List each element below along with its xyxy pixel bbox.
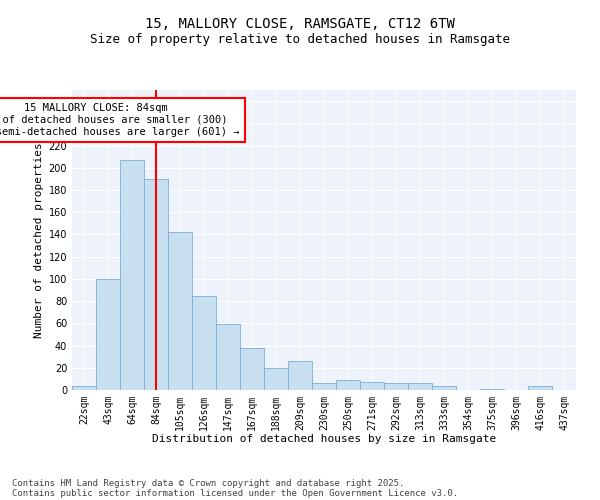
Text: Contains HM Land Registry data © Crown copyright and database right 2025.: Contains HM Land Registry data © Crown c… xyxy=(12,478,404,488)
Bar xyxy=(336,380,360,390)
Text: 15, MALLORY CLOSE, RAMSGATE, CT12 6TW: 15, MALLORY CLOSE, RAMSGATE, CT12 6TW xyxy=(145,18,455,32)
Bar xyxy=(240,348,264,390)
Text: Size of property relative to detached houses in Ramsgate: Size of property relative to detached ho… xyxy=(90,32,510,46)
Bar xyxy=(480,389,504,390)
Bar xyxy=(192,296,216,390)
Bar xyxy=(96,279,120,390)
Text: Contains public sector information licensed under the Open Government Licence v3: Contains public sector information licen… xyxy=(12,488,458,498)
Bar xyxy=(288,361,312,390)
Y-axis label: Number of detached properties: Number of detached properties xyxy=(34,142,44,338)
Bar xyxy=(120,160,144,390)
Bar xyxy=(384,384,408,390)
Bar xyxy=(408,384,432,390)
X-axis label: Distribution of detached houses by size in Ramsgate: Distribution of detached houses by size … xyxy=(152,434,496,444)
Bar xyxy=(360,382,384,390)
Text: 15 MALLORY CLOSE: 84sqm
← 33% of detached houses are smaller (300)
66% of semi-d: 15 MALLORY CLOSE: 84sqm ← 33% of detache… xyxy=(0,104,240,136)
Bar xyxy=(432,386,456,390)
Bar xyxy=(144,179,168,390)
Bar xyxy=(72,386,96,390)
Bar xyxy=(528,386,552,390)
Bar xyxy=(312,384,336,390)
Bar xyxy=(264,368,288,390)
Bar xyxy=(216,324,240,390)
Bar xyxy=(168,232,192,390)
